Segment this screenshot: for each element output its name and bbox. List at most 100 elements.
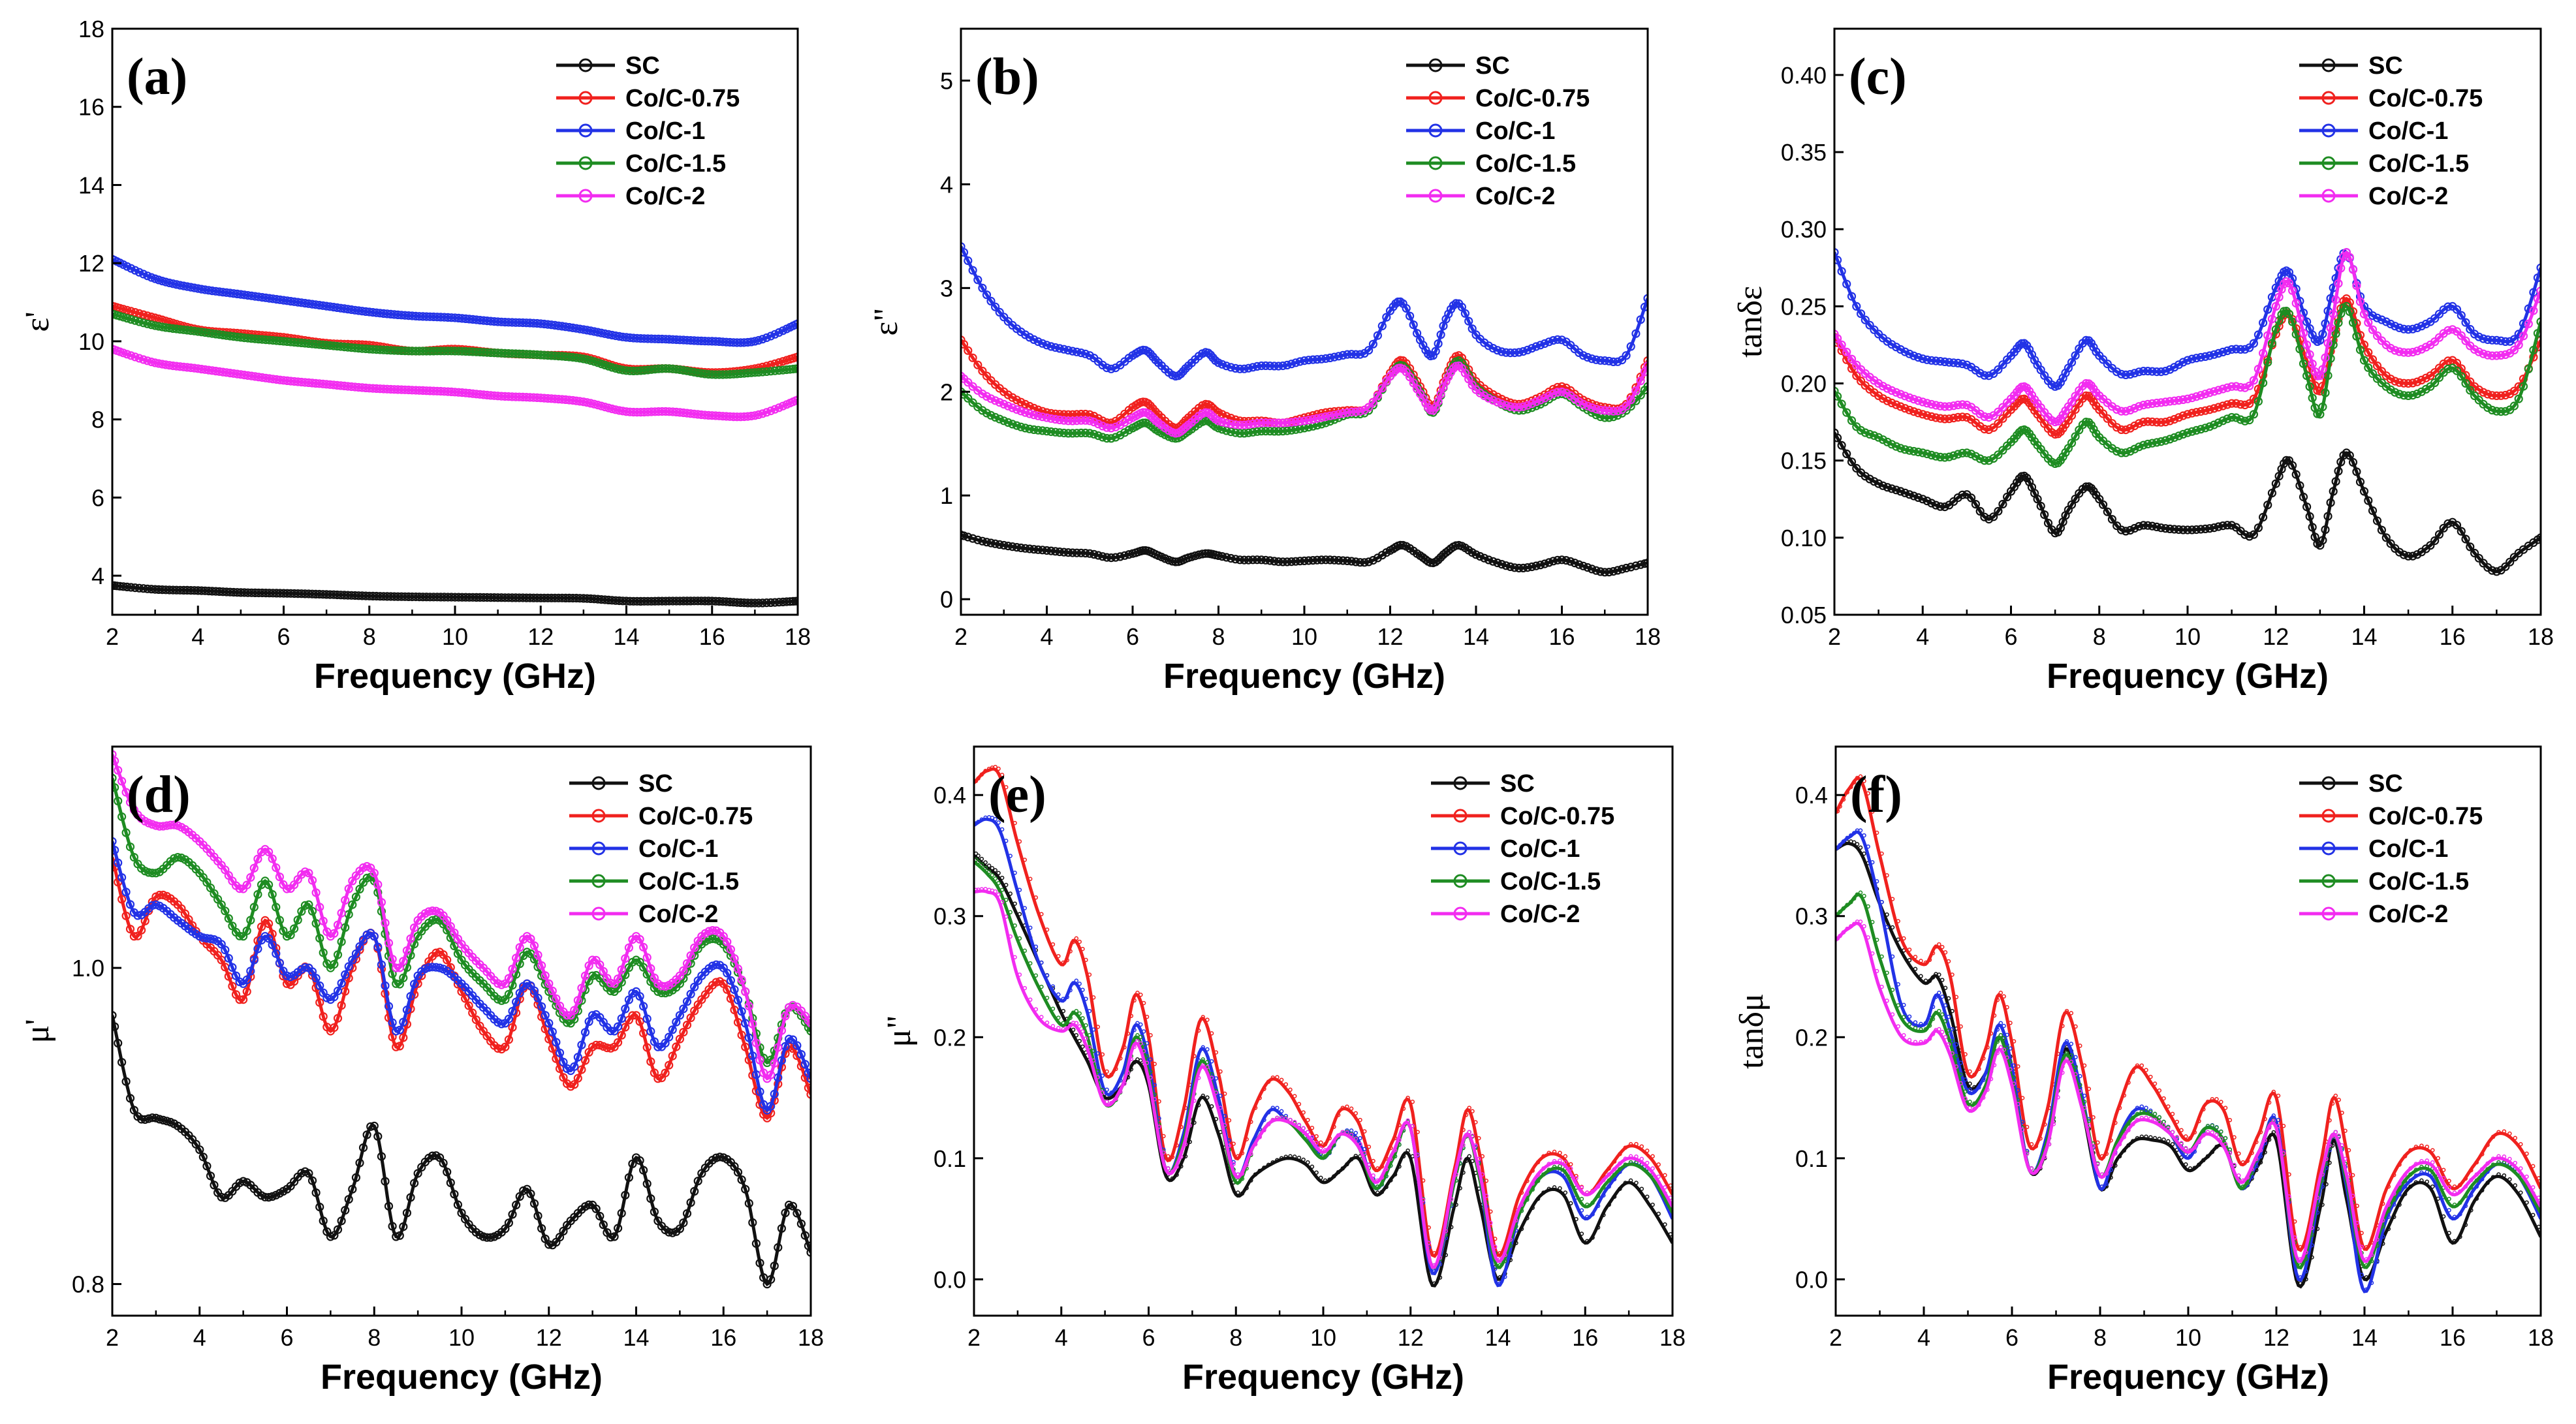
data-point: [2408, 324, 2417, 333]
data-point: [253, 890, 262, 899]
data-point: [726, 976, 736, 985]
data-point: [1270, 418, 1279, 427]
data-point: [1413, 329, 1422, 338]
data-point: [2113, 367, 2122, 377]
data-point: [163, 1117, 172, 1126]
data-point: [1471, 550, 1481, 559]
data-point: [2196, 525, 2205, 534]
data-point: [990, 539, 1000, 548]
data-point: [755, 1258, 764, 1267]
data-point: [1077, 1024, 1082, 1029]
data-point: [978, 366, 987, 376]
data-point: [1397, 1164, 1402, 1169]
data-point: [253, 854, 262, 863]
data-point: [2321, 353, 2330, 362]
data-point: [333, 986, 343, 996]
data-point: [1639, 1144, 1644, 1149]
series-group: [961, 242, 1648, 577]
data-point: [1362, 1147, 1367, 1152]
data-point: [1488, 557, 1498, 566]
data-point: [1170, 1176, 1175, 1181]
data-point: [1139, 1022, 1143, 1027]
data-point: [112, 750, 117, 759]
data-point: [1109, 1091, 1114, 1095]
data-point: [2156, 437, 2165, 446]
data-point: [134, 317, 144, 326]
data-point: [1962, 400, 1971, 410]
legend-label: Co/C-2: [1475, 183, 1555, 210]
data-point: [1557, 555, 1567, 565]
data-point: [559, 1073, 568, 1082]
data-point: [1013, 901, 1017, 906]
data-point: [788, 1201, 798, 1211]
data-point: [1253, 427, 1262, 436]
data-point: [1116, 552, 1125, 561]
data-point: [993, 876, 997, 881]
data-point: [1553, 388, 1562, 397]
data-point: [1558, 1151, 1562, 1155]
data-point: [741, 1042, 750, 1051]
x-tick-label: 2: [954, 623, 967, 650]
data-point: [1291, 417, 1300, 427]
data-point: [348, 955, 357, 965]
data-point: [1454, 1172, 1458, 1177]
y-tick-label: 0.0: [934, 1266, 966, 1293]
data-point: [1595, 1225, 1601, 1230]
data-point: [1607, 1178, 1611, 1183]
data-point: [2135, 1136, 2140, 1141]
data-point: [1038, 546, 1047, 555]
data-point: [2143, 417, 2152, 426]
data-point: [2413, 377, 2422, 386]
data-point: [1111, 553, 1120, 562]
data-point: [1596, 567, 1605, 576]
data-point: [1116, 431, 1125, 440]
data-point: [1288, 1117, 1293, 1122]
data-point: [968, 266, 977, 275]
data-point: [646, 1057, 655, 1066]
data-point: [781, 1208, 790, 1218]
data-point: [1265, 418, 1275, 427]
data-point: [2364, 363, 2373, 372]
data-point: [2143, 521, 2152, 530]
data-point: [2509, 345, 2519, 355]
data-point: [1214, 1117, 1219, 1121]
data-point: [986, 538, 996, 548]
data-point: [406, 991, 415, 1001]
data-point: [1643, 356, 1648, 365]
data-point: [319, 1012, 328, 1021]
data-point: [1065, 1026, 1069, 1030]
data-point: [2496, 407, 2505, 416]
data-point: [2417, 387, 2426, 396]
data-point: [2368, 369, 2378, 379]
data-point: [1205, 1017, 1210, 1022]
data-point: [1046, 546, 1056, 555]
data-point: [2488, 405, 2497, 415]
data-point: [2197, 1162, 2201, 1167]
data-point: [2334, 467, 2343, 476]
data-point: [1518, 347, 1528, 356]
data-point: [112, 309, 117, 318]
data-point: [1366, 1145, 1372, 1149]
data-point: [2126, 424, 2135, 433]
data-point: [628, 1159, 637, 1168]
data-point: [1349, 1157, 1354, 1162]
data-point: [133, 931, 142, 940]
data-point: [344, 1195, 353, 1204]
data-point: [1171, 557, 1180, 566]
data-point: [355, 1158, 364, 1168]
data-point: [369, 869, 379, 878]
data-point: [2165, 416, 2175, 426]
data-point: [406, 1193, 415, 1202]
x-axis-title: Frequency (GHz): [1182, 1357, 1464, 1397]
data-point: [1301, 1126, 1306, 1131]
data-point: [2457, 311, 2466, 320]
data-point: [1206, 410, 1216, 419]
data-point: [1085, 410, 1094, 419]
data-point: [653, 1042, 663, 1051]
data-point: [1008, 542, 1017, 551]
data-point: [1909, 351, 1919, 360]
data-point: [1931, 401, 1941, 410]
data-point: [1287, 360, 1296, 369]
data-point: [2156, 418, 2165, 427]
data-point: [2201, 524, 2210, 534]
